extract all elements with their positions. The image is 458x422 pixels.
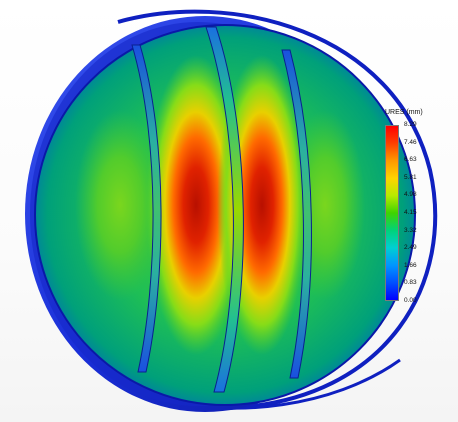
legend-tick-label: 7.46 [404, 138, 417, 146]
side-lobe-left [75, 110, 165, 300]
legend-tick-label: 4.98 [404, 191, 417, 199]
rib-3 [281, 49, 312, 379]
legend-tick-label: 5.81 [404, 173, 417, 181]
legend-color-bar [385, 125, 399, 301]
rib-1 [131, 44, 162, 373]
result-legend[interactable]: URES (mm) 8.29 7.46 6.63 5.81 4.98 4.15 3.32 2.… [385, 109, 445, 304]
legend-tick-label: 8.29 [404, 121, 417, 128]
rib-2 [205, 26, 244, 393]
max-lobe-left [146, 55, 246, 355]
legend-title: URES (mm) [385, 109, 423, 116]
legend-tick-label: 0.00 [404, 297, 417, 304]
disc-face-edge [34, 24, 416, 406]
legend-tick-label: 4.15 [404, 209, 417, 216]
legend-tick-label: 0.83 [404, 279, 417, 287]
legend-tick-label: 2.49 [404, 244, 417, 252]
back-ring [117, 9, 438, 410]
legend-tick-label: 6.63 [404, 156, 417, 164]
legend-tick-label: 1.66 [404, 261, 417, 269]
legend-tick-label: 3.32 [404, 226, 417, 234]
